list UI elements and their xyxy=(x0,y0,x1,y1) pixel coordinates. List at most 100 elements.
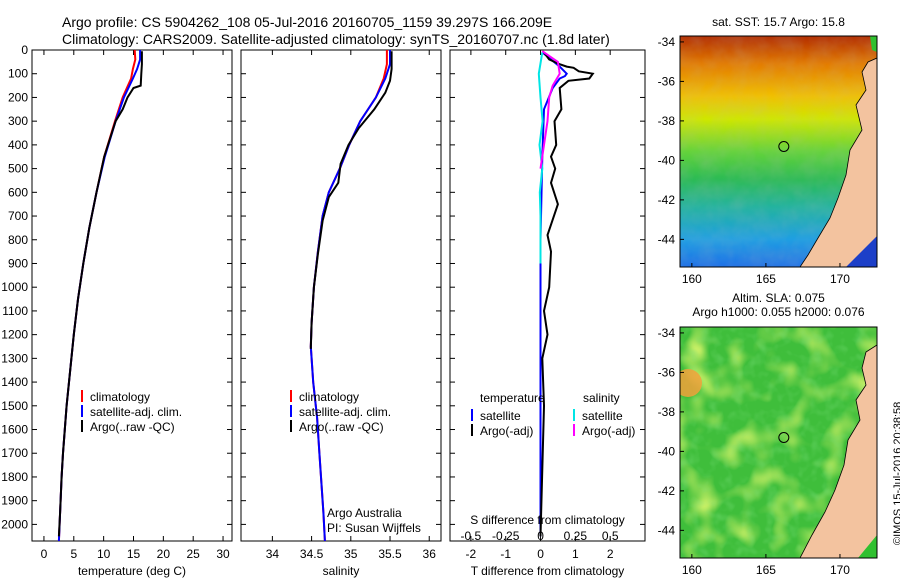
y-tick-label: 1400 xyxy=(1,375,28,389)
sla-axes: 160 165 170 -34 -36 -38 -40 -42 -44 Altim. SLA: 0… xyxy=(658,291,865,577)
y-tick-label: 1900 xyxy=(1,494,28,508)
series-line-satellite-adj-clim- xyxy=(309,50,391,542)
sst-argo-marker xyxy=(778,141,790,153)
map-y-tick-label: -42 xyxy=(658,193,676,207)
x2-tick-label: 0.25 xyxy=(564,529,588,543)
map-title-line2: Argo h1000: 0.055 h2000: 0.076 xyxy=(692,305,864,319)
map-y-tick-label: -36 xyxy=(658,74,676,88)
map-x-tick-label: 160 xyxy=(682,272,702,286)
x-tick-label: 0 xyxy=(537,547,544,561)
y-tick-label: 1300 xyxy=(1,351,28,365)
y-tick-label: 1000 xyxy=(1,280,28,294)
y-tick-label: 400 xyxy=(8,138,28,152)
map-y-tick-label: -40 xyxy=(658,153,676,167)
y-tick-label: 1100 xyxy=(2,304,28,318)
temperature-plot: 0 5 10 15 20 25 300100200300400500600700800900… xyxy=(1,43,232,578)
series-line-climatology xyxy=(57,49,137,542)
difference-plot: -2 -1 0 1 2 T difference from climatology -0.5… xyxy=(450,49,645,578)
x-tick-label: 34.5 xyxy=(300,547,324,561)
legend-label: climatology xyxy=(90,390,150,404)
x-tick-label: 34 xyxy=(266,547,280,561)
x2-tick-label: -0.25 xyxy=(492,529,520,543)
sst-land xyxy=(799,36,877,267)
x-tick-label: 20 xyxy=(157,547,171,561)
map-x-tick-label: 170 xyxy=(830,563,850,577)
x-axis-label: salinity xyxy=(323,564,360,578)
y-tick-label: 500 xyxy=(8,162,28,176)
y-tick-label: 2000 xyxy=(1,517,28,531)
legend-label: Argo(..raw -QC) xyxy=(90,420,175,434)
figure-title-line2: Climatology: CARS2009. Satellite-adjuste… xyxy=(62,31,610,47)
legend-header-temperature: temperature xyxy=(480,391,545,405)
y-tick-label: 200 xyxy=(8,90,28,104)
map-y-tick-label: -40 xyxy=(658,444,676,458)
series-line-climatology xyxy=(309,50,388,542)
x-tick-label: 0 xyxy=(41,547,48,561)
series-line-argo-adj- xyxy=(539,51,595,537)
sla-map: 160 165 170 -34 -36 -38 -40 -42 -44 Altim. SLA: 0… xyxy=(658,291,878,577)
map-y-tick-label: -38 xyxy=(658,405,676,419)
x-tick-label: -1 xyxy=(500,547,511,561)
legend-header-salinity: salinity xyxy=(583,391,620,405)
salinity-plot: 34 34.5 35 35.5 36 salinity climatologysatelli… xyxy=(241,49,441,578)
x-tick-label: 1 xyxy=(572,547,579,561)
y-tick-label: 700 xyxy=(8,209,28,223)
series-line-argo-raw-qc- xyxy=(57,51,143,537)
x-axis-label: T difference from climatology xyxy=(471,564,625,578)
sla-high-spot xyxy=(680,369,702,397)
x2-tick-label: -0.5 xyxy=(461,529,482,543)
y-tick-label: 600 xyxy=(8,185,28,199)
legend-label: satellite-adj. clim. xyxy=(90,405,182,419)
x-tick-label: 10 xyxy=(97,547,111,561)
series-line-satellite xyxy=(537,52,544,264)
y-tick-label: 300 xyxy=(8,114,28,128)
figure-title-line1: Argo profile: CS 5904262_108 05-Jul-2016… xyxy=(62,14,553,30)
map-y-tick-label: -44 xyxy=(658,523,676,537)
x-tick-label: -2 xyxy=(466,547,477,561)
y-tick-label: 1600 xyxy=(1,423,28,437)
difference-plot-frame xyxy=(449,49,646,542)
legend-label: satellite xyxy=(480,409,521,423)
map-y-tick-label: -34 xyxy=(658,35,676,49)
y-tick-label: 1800 xyxy=(1,470,28,484)
series-line-argo-adj- xyxy=(539,50,561,169)
x-tick-label: 30 xyxy=(216,547,230,561)
map-y-tick-label: -38 xyxy=(658,114,676,128)
x-tick-label: 25 xyxy=(187,547,201,561)
x-tick-label: 5 xyxy=(70,547,77,561)
map-title-line1: sat. SST: 15.7 Argo: 15.8 xyxy=(712,15,845,29)
x2-tick-label: 0 xyxy=(537,529,544,543)
sla-argo-marker xyxy=(778,432,790,444)
map-title-line1: Altim. SLA: 0.075 xyxy=(732,291,825,305)
series-line-argo-raw-qc- xyxy=(309,51,393,349)
series-line-satellite-adj-clim- xyxy=(57,50,142,542)
y-tick-label: 0 xyxy=(21,43,28,57)
x-tick-label: 36 xyxy=(423,547,437,561)
series-line-satellite xyxy=(539,51,569,537)
x2-axis-label: S difference from climatology xyxy=(470,513,625,527)
sst-island xyxy=(870,36,877,52)
map-x-tick-label: 165 xyxy=(756,272,776,286)
y-tick-label: 100 xyxy=(8,67,28,81)
x-axis-label: temperature (deg C) xyxy=(78,564,186,578)
y-tick-label: 900 xyxy=(8,256,28,270)
x-tick-label: 2 xyxy=(607,547,614,561)
temperature-plot-frame xyxy=(31,49,233,542)
x-tick-label: 15 xyxy=(127,547,141,561)
sst-map: 160 165 170 -34 -36 -38 -40 -42 -44 sat. SST: 15.… xyxy=(658,15,878,286)
x2-tick-label: 0.5 xyxy=(602,529,619,543)
legend-label: Argo(..raw -QC) xyxy=(299,420,384,434)
sla-land xyxy=(799,327,877,558)
annotation-line1: Argo Australia xyxy=(327,506,402,520)
map-x-tick-label: 165 xyxy=(756,563,776,577)
sst-axes: 160 165 170 -34 -36 -38 -40 -42 -44 sat. SST: 15.… xyxy=(658,15,851,286)
sla-green-corner xyxy=(858,535,877,558)
map-y-tick-label: -34 xyxy=(658,326,676,340)
legend-label: Argo(-adj) xyxy=(582,424,635,438)
map-x-tick-label: 160 xyxy=(682,563,702,577)
map-y-tick-label: -42 xyxy=(658,484,676,498)
annotation-line2: PI: Susan Wijffels xyxy=(327,521,421,535)
legend-label: Argo(-adj) xyxy=(480,424,533,438)
legend-label: satellite-adj. clim. xyxy=(299,405,391,419)
